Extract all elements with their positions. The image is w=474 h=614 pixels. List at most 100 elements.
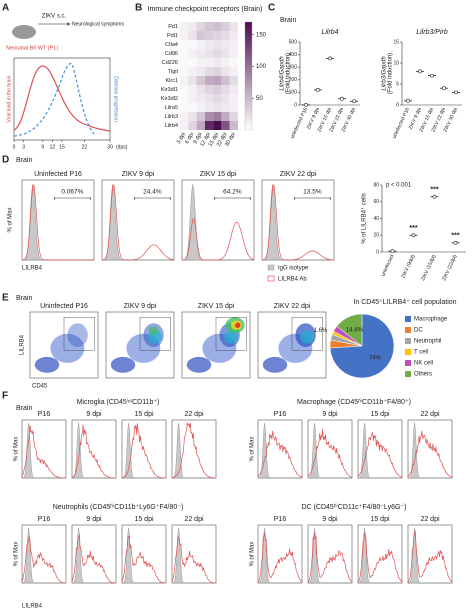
pie-title: In CD45⁺LILRB4⁺ cell population [353, 299, 456, 306]
isotype-hist [71, 422, 116, 479]
group-title: Macrophage (CD45ʰⁱCD11b⁺F4/80⁺) [297, 398, 411, 406]
heat-cell [213, 22, 222, 31]
ab-hist [357, 431, 403, 478]
heat-cell [213, 49, 222, 58]
y-tick-label: 60 [373, 199, 379, 205]
hist-title: 22 dpi [420, 516, 440, 523]
dot [316, 87, 320, 92]
legend-swatch [405, 316, 411, 322]
panel-label: E [2, 293, 9, 304]
legend-label: LILRB4 Ab [278, 277, 307, 283]
isotype-hist [307, 422, 352, 479]
axis [401, 42, 462, 106]
gate-label: 0.067% [61, 189, 83, 196]
heat-cell [180, 85, 189, 94]
gate [54, 197, 91, 200]
row-label: Cd226 [162, 60, 178, 66]
x-tick-label: ZIKV (22dpi) [441, 254, 458, 282]
legend-swatch [405, 349, 411, 355]
legend-label: Neutrophil [414, 339, 441, 345]
ab-hist [261, 184, 335, 261]
gate [134, 197, 171, 200]
heat-cell [188, 58, 197, 67]
row-label: Lilrb4 [165, 123, 178, 129]
row-label: Lilra5 [165, 105, 178, 111]
heat-cell [196, 112, 205, 121]
y2-label: Disease progression [113, 76, 119, 122]
flow-title: ZIKV 15 dpi [198, 303, 235, 310]
dot [418, 69, 422, 74]
y-label: Lilrb4/Gapdh [280, 56, 286, 91]
heat-cell [188, 121, 197, 130]
group-title: Microglia (CD45ⁱⁿᵗCD11b⁺) [77, 398, 160, 406]
heat-cell [213, 103, 222, 112]
ab-hist [407, 430, 453, 478]
y-label: Lilrb3/Gapdh [382, 56, 388, 91]
ab-hist [121, 423, 167, 479]
x-tick-label: uninfected P16 [289, 107, 309, 140]
group-title: DC (CD45ʰⁱCD11c⁺F4/80⁻Ly6G⁻) [302, 503, 407, 511]
density [235, 322, 241, 328]
ab-hist [307, 428, 353, 478]
heat-cell [213, 31, 222, 40]
flow-title: Uninfected P16 [40, 303, 88, 310]
heat-cell [196, 22, 205, 31]
y-tick-label: 5 [396, 81, 399, 87]
isotype-hist [357, 527, 402, 584]
column-label: 3 dpi [176, 132, 187, 145]
x-label: CD45 [32, 384, 48, 390]
heat-cell [213, 85, 222, 94]
isotype-hist [121, 422, 166, 479]
heat-cell [204, 40, 214, 49]
heat-cell [188, 22, 197, 31]
dot [442, 86, 446, 91]
colorbar-label: 100 [256, 64, 267, 70]
heat-cell [196, 76, 205, 85]
injection: ZIKV s.c. [42, 14, 67, 20]
dot [328, 56, 332, 61]
heat-cell [213, 58, 222, 67]
heat-cell [196, 121, 205, 130]
hist-title: ZIKV 15 dpi [200, 171, 237, 178]
viral-curve [13, 65, 111, 132]
heat-cell [204, 112, 214, 121]
x-tick-label: 30 [107, 144, 113, 150]
outcome: Neurological symptoms [72, 21, 124, 27]
hist-title: 22 dpi [420, 411, 440, 418]
heat-cell [180, 40, 189, 49]
hist-title: P16 [38, 411, 51, 418]
significance: *** [430, 187, 438, 194]
heat-cell [229, 49, 238, 58]
y-tick-label: 0 [396, 102, 399, 108]
x-unit: (dps) [116, 144, 128, 150]
isotype-hist [71, 527, 116, 584]
panel-label: D [2, 155, 9, 166]
row-label: Pdl1 [167, 33, 178, 39]
gate-label: 64.2% [223, 189, 242, 196]
heat-cell [221, 94, 230, 103]
heat-cell [188, 85, 197, 94]
mouse-icon [12, 25, 36, 39]
x-tick-label: ZIKV (15dpi) [420, 254, 437, 282]
heat-cell [221, 22, 230, 31]
heat-cell [221, 76, 230, 85]
y-label: % of Max [14, 541, 20, 566]
heat-cell [229, 31, 238, 40]
y-label: % of Max [250, 436, 256, 461]
y-tick-label: 0 [294, 102, 297, 108]
heat-cell [213, 121, 222, 130]
density [110, 356, 136, 373]
heat-cell [221, 40, 230, 49]
heat-cell [204, 67, 214, 76]
density [67, 323, 88, 347]
gate [291, 317, 323, 351]
heat-cell [180, 103, 189, 112]
y-tick-label: 400 [289, 52, 298, 58]
legend-swatch [405, 338, 411, 344]
hist-title: 15 dpi [370, 516, 390, 523]
x-tick-label: uninfected P16 [391, 107, 411, 140]
row-label: Kir3dl2 [161, 96, 178, 102]
heat-cell [229, 103, 238, 112]
subtitle: Brain [280, 17, 296, 24]
y-tick-label: 0 [376, 249, 379, 255]
